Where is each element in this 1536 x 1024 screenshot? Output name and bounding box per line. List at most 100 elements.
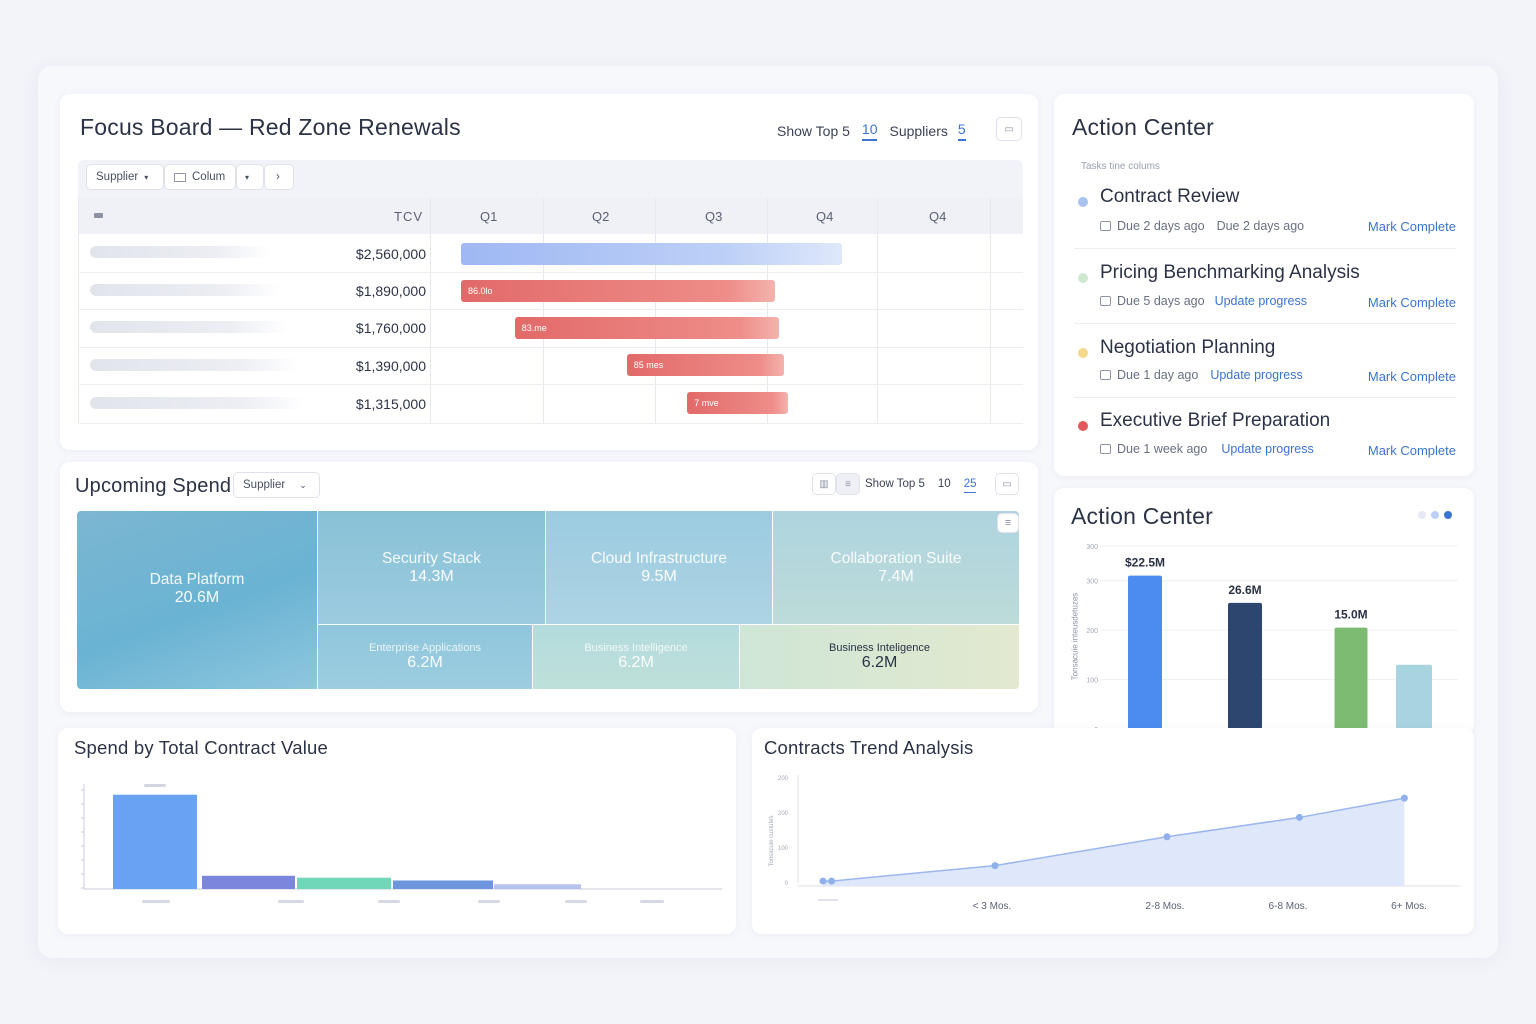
task-due: Due 1 week ago Update progress <box>1100 442 1314 456</box>
mark-complete-button[interactable]: Mark Complete <box>1367 295 1456 310</box>
chevron-down-icon: ▾ <box>245 172 250 182</box>
grid-line <box>990 198 991 424</box>
col-header-q4[interactable]: Q4 <box>816 208 834 224</box>
show-top-label: Show Top 5 <box>865 478 925 490</box>
trend-area <box>823 798 1405 886</box>
focus-board-title: Focus Board — Red Zone Renewals <box>80 114 461 140</box>
top-option-10[interactable]: 10 <box>937 478 951 490</box>
col-header-q2[interactable]: Q2 <box>592 208 610 224</box>
grid-line <box>430 198 431 424</box>
bar[interactable] <box>393 880 493 889</box>
calendar-icon <box>1100 221 1111 231</box>
update-progress-link[interactable]: Update progress <box>1221 442 1314 456</box>
calendar-icon <box>1100 370 1111 380</box>
col-header-q3[interactable]: Q3 <box>705 208 723 224</box>
chevron-down-icon: ▾ <box>144 172 149 182</box>
treemap-tile[interactable]: Business Intelligence 6.2M <box>533 625 739 689</box>
suppliers-option-5[interactable]: 5 <box>957 121 966 141</box>
trend-point[interactable] <box>1163 833 1171 841</box>
supplier-name-redacted <box>90 359 300 371</box>
grid-view-icon[interactable]: ▥ <box>812 473 836 495</box>
menu-icon[interactable]: ≡ <box>997 513 1019 533</box>
bar[interactable] <box>494 884 581 889</box>
gantt-bar[interactable]: 86.0lo <box>461 280 775 302</box>
bar[interactable] <box>1228 602 1262 729</box>
update-progress-link[interactable]: Update progress <box>1214 294 1307 308</box>
tile-value: 14.3M <box>409 567 454 585</box>
trend-point[interactable] <box>991 862 999 870</box>
bar[interactable] <box>1334 627 1368 729</box>
drag-handle-icon[interactable] <box>94 213 103 218</box>
bar[interactable] <box>1128 575 1162 729</box>
expand-icon[interactable]: ▭ <box>996 117 1022 141</box>
supplier-filter-label: Supplier <box>243 479 286 491</box>
treemap-tile[interactable]: Security Stack 14.3M <box>318 511 545 624</box>
task-name: Pricing Benchmarking Analysis <box>1100 262 1360 283</box>
col-header-q4b[interactable]: Q4 <box>929 208 947 224</box>
top-option-10[interactable]: 10 <box>861 121 878 141</box>
mark-complete-button[interactable]: Mark Complete <box>1367 369 1456 384</box>
task-item[interactable]: Pricing Benchmarking Analysis Due 5 days… <box>1074 262 1456 324</box>
task-item[interactable]: Executive Brief Preparation Due 1 week a… <box>1074 410 1456 466</box>
treemap-tile[interactable]: Enterprise Applications 6.2M <box>318 625 532 689</box>
table-header <box>78 198 1023 234</box>
treemap-tile[interactable]: Cloud Infrastructure 9.5M <box>546 511 772 624</box>
treemap-tile[interactable]: Business Inteligence 6.2M <box>740 625 1019 689</box>
x-label-redacted <box>378 900 400 903</box>
upcoming-spend-title: Upcoming Spend <box>75 475 232 497</box>
grid-line <box>543 198 544 424</box>
y-tick-label: 0 <box>785 881 789 887</box>
status-dot <box>1078 348 1088 358</box>
next-button[interactable]: › <box>264 164 294 190</box>
trend-point[interactable] <box>1400 794 1408 802</box>
column-dropdown[interactable]: ▾ <box>236 164 264 190</box>
pager-dot[interactable] <box>1418 511 1426 519</box>
grid-line <box>78 198 79 424</box>
trend-area-chart: 0 100 200 200 < 3 Mos. 2-8 Mos. 6-8 Mos. 6+ Mos… <box>778 775 1460 912</box>
y-tick-label: 300 <box>1086 579 1098 586</box>
y-tick-label: 100 <box>1086 678 1098 685</box>
pager-dot[interactable] <box>1431 511 1439 519</box>
calendar-icon <box>1100 444 1111 454</box>
bar-label-redacted <box>144 784 166 787</box>
mark-complete-button[interactable]: Mark Complete <box>1367 443 1456 458</box>
mark-complete-button[interactable]: Mark Complete <box>1367 219 1456 234</box>
trend-point[interactable] <box>819 877 827 885</box>
update-progress-link[interactable]: Update progress <box>1210 368 1303 382</box>
row-tcv: $1,315,000 <box>355 396 426 412</box>
gantt-bar[interactable]: 85 mes <box>626 354 784 376</box>
bar[interactable] <box>297 877 391 889</box>
trend-point[interactable] <box>828 877 836 885</box>
gantt-bar[interactable]: 83.me <box>514 317 780 339</box>
divider <box>1074 248 1456 249</box>
expand-icon[interactable]: ▭ <box>995 473 1019 495</box>
treemap-tile[interactable]: Collaboration Suite 7.4M <box>773 511 1019 624</box>
row-tcv: $1,390,000 <box>355 358 426 374</box>
list-view-icon[interactable]: ≡ <box>836 473 860 495</box>
top-option-25[interactable]: 25 <box>963 478 977 493</box>
column-filter[interactable]: Colum <box>164 164 236 190</box>
gantt-bar[interactable]: 7 mve <box>687 392 789 414</box>
gantt-bar[interactable] <box>461 243 842 265</box>
bar[interactable] <box>113 794 197 889</box>
row-divider <box>78 384 1023 385</box>
pager-dots[interactable] <box>1418 511 1452 519</box>
due-text: Due 5 days ago <box>1117 294 1205 308</box>
bar[interactable] <box>202 875 295 889</box>
task-item[interactable]: Negotiation Planning Due 1 day ago Update… <box>1074 337 1456 399</box>
treemap-tile[interactable]: Data Platform 20.6M <box>77 511 317 689</box>
tile-value: 9.5M <box>641 567 677 585</box>
row-divider <box>78 272 1023 273</box>
x-label-redacted <box>478 900 500 903</box>
supplier-filter[interactable]: Supplier ▾ <box>86 164 164 190</box>
col-header-tcv[interactable]: TCV <box>394 208 423 224</box>
upcoming-supplier-filter[interactable]: Supplier ⌄ <box>233 472 320 498</box>
pager-dot-active[interactable] <box>1444 511 1452 519</box>
task-name: Negotiation Planning <box>1100 337 1276 358</box>
column-filter-label: Colum <box>192 171 226 183</box>
trend-point[interactable] <box>1295 813 1303 821</box>
action-center-bar-chart: 0100200300300$22.5M< 3 Mos.26.6M3-6 Mos.… <box>1086 544 1458 752</box>
task-item[interactable]: Contract Review Due 2 days ago Due 2 days… <box>1074 186 1456 249</box>
col-header-q1[interactable]: Q1 <box>480 208 498 224</box>
bar[interactable] <box>1396 664 1432 729</box>
